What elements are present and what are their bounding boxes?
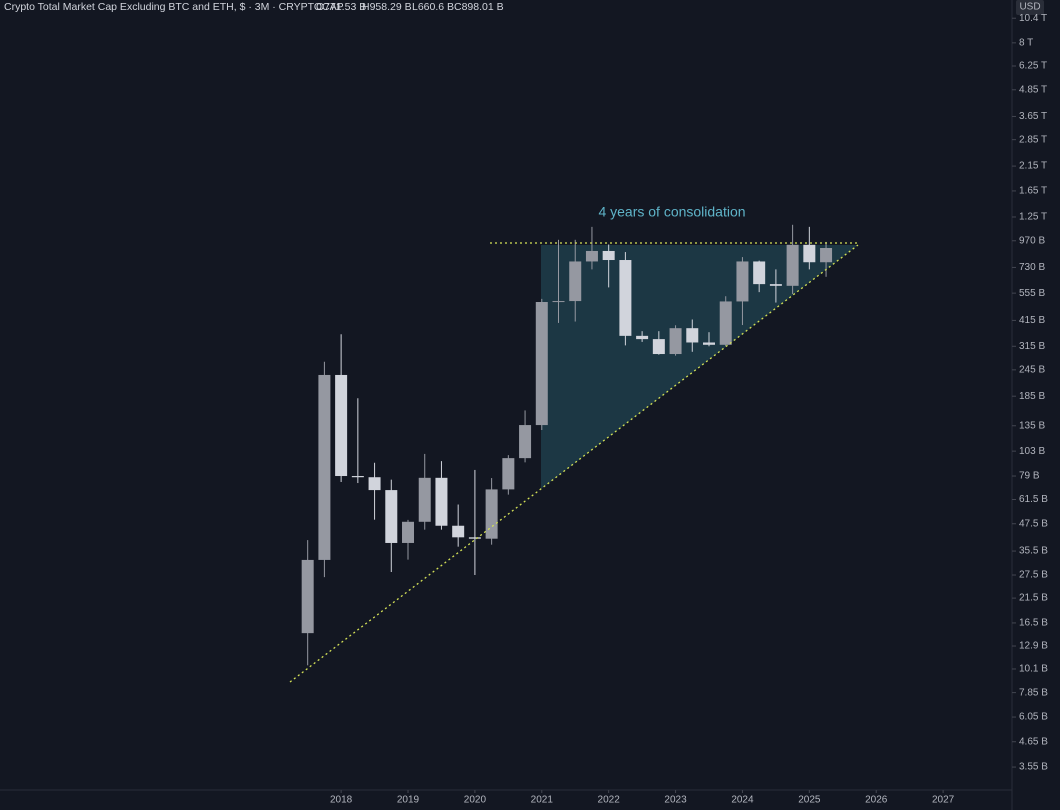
open-label: O771.53 B [316, 1, 366, 13]
candle-body [351, 476, 364, 478]
y-tick-label: 555 B [1019, 288, 1045, 299]
candle-body [485, 489, 498, 539]
y-tick-label: 16.5 B [1019, 618, 1048, 629]
y-tick-label: 10.1 B [1019, 664, 1048, 675]
candle-body [686, 328, 699, 343]
chart-title: Crypto Total Market Cap Excluding BTC an… [4, 1, 344, 13]
x-tick-label: 2018 [330, 795, 353, 806]
y-tick-label: 4.65 B [1019, 736, 1048, 747]
candles [301, 224, 833, 666]
candle-body [552, 301, 565, 303]
candle-body [719, 301, 732, 345]
y-tick-label: 47.5 B [1019, 518, 1048, 529]
candle-body [418, 477, 431, 522]
candle-body [385, 490, 398, 543]
currency: USD [1019, 2, 1040, 13]
x-tick-label: 2021 [531, 795, 554, 806]
candle-body [435, 477, 448, 526]
candle-body [569, 261, 582, 302]
y-tick-label: 7.85 B [1019, 687, 1048, 698]
y-tick-label: 3.55 B [1019, 762, 1048, 773]
x-tick-label: 2023 [664, 795, 687, 806]
candle-body [703, 342, 716, 345]
y-tick-label: 970 B [1019, 235, 1045, 246]
candle-body [402, 521, 415, 543]
candle-body [335, 374, 348, 477]
candle-body [519, 425, 532, 459]
y-tick-label: 21.5 B [1019, 593, 1048, 604]
y-tick-label: 10.4 T [1019, 13, 1047, 24]
candle-body [301, 559, 314, 634]
candle-body [820, 247, 833, 263]
x-tick-label: 2020 [464, 795, 487, 806]
y-tick-label: 4.85 T [1019, 84, 1047, 95]
candle-body [468, 537, 481, 539]
y-tick-label: 35.5 B [1019, 546, 1048, 557]
x-tick-label: 2022 [598, 795, 621, 806]
candle-body [803, 244, 816, 263]
y-tick-label: 6.05 B [1019, 712, 1048, 723]
candle-body [669, 328, 682, 355]
y-tick-label: 6.25 T [1019, 61, 1047, 72]
low-label: L660.6 B [412, 1, 454, 13]
candle-body [602, 250, 615, 261]
candle-body [502, 458, 515, 490]
candle-body [368, 477, 381, 491]
annotation: 4 years of consolidation [598, 204, 745, 220]
y-tick-label: 185 B [1019, 391, 1045, 402]
y-tick-label: 415 B [1019, 315, 1045, 326]
candle-body [736, 261, 749, 302]
y-tick-label: 1.25 T [1019, 212, 1047, 223]
x-tick-label: 2026 [865, 795, 888, 806]
y-tick-label: 8 T [1019, 37, 1033, 48]
x-tick-label: 2024 [731, 795, 754, 806]
y-tick-label: 3.65 T [1019, 111, 1047, 122]
y-tick-label: 79 B [1019, 471, 1040, 482]
y-tick-label: 2.85 T [1019, 134, 1047, 145]
x-tick-label: 2027 [932, 795, 955, 806]
y-tick-label: 245 B [1019, 364, 1045, 375]
y-tick-label: 27.5 B [1019, 570, 1048, 581]
y-tick-label: 61.5 B [1019, 494, 1048, 505]
high-label: H958.29 B [362, 1, 412, 13]
candle-body [535, 301, 548, 426]
candle-body [452, 525, 465, 538]
candle-body [769, 284, 782, 286]
y-tick-label: 135 B [1019, 420, 1045, 431]
candle-body [318, 374, 331, 560]
y-tick-label: 315 B [1019, 341, 1045, 352]
header: Crypto Total Market Cap Excluding BTC an… [4, 1, 504, 13]
y-tick-label: 2.15 T [1019, 161, 1047, 172]
close-label: C898.01 B [454, 1, 504, 13]
y-tick-label: 12.9 B [1019, 641, 1048, 652]
currency-badge [1016, 0, 1044, 15]
y-tick-label: 103 B [1019, 446, 1045, 457]
y-tick-label: 1.65 T [1019, 186, 1047, 197]
candle-body [786, 244, 799, 286]
x-tick-label: 2019 [397, 795, 420, 806]
candle-body [636, 335, 649, 340]
y-tick-label: 730 B [1019, 262, 1045, 273]
x-tick-label: 2025 [798, 795, 821, 806]
candle-body [585, 250, 598, 262]
candle-body [619, 260, 632, 336]
candle-body [753, 261, 766, 285]
candle-body [652, 339, 665, 355]
